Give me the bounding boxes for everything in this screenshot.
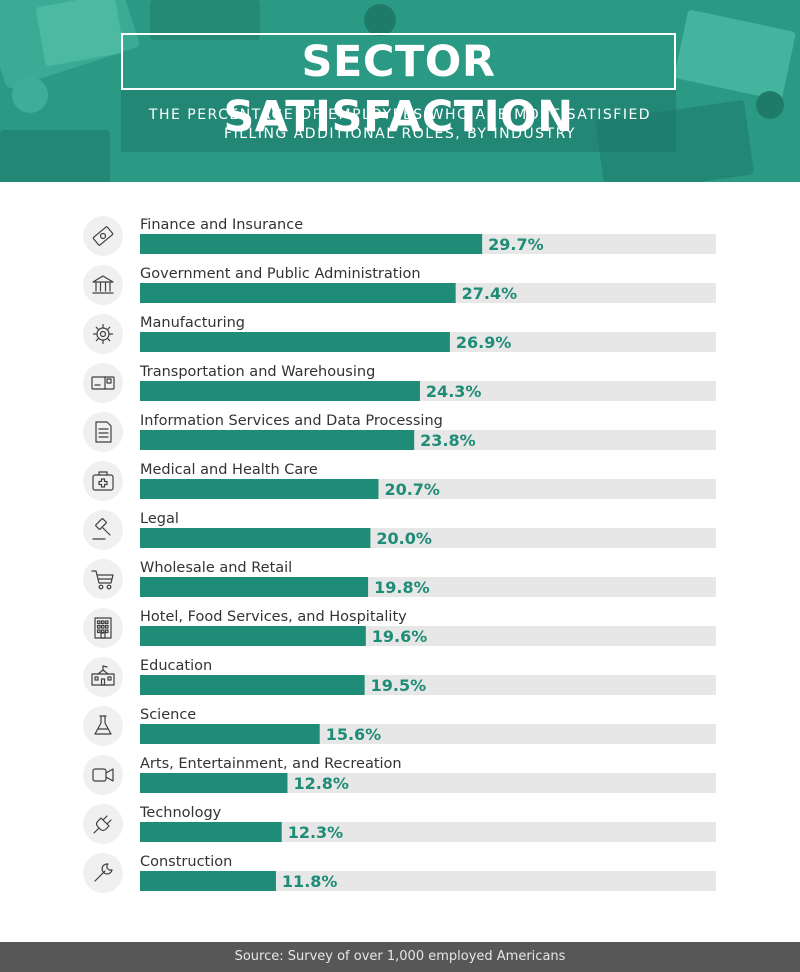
- bar-chart: Finance and Insurance 29.7% Government and…: [83, 216, 716, 893]
- bar: [140, 626, 366, 646]
- bar: [140, 675, 365, 695]
- category-label: Science: [140, 707, 196, 723]
- chart-row: Government and Public Administration 27.4…: [83, 265, 716, 305]
- gavel-icon: [83, 510, 123, 550]
- subtitle-line-2: FILLING ADDITIONAL ROLES, BY INDUSTRY: [224, 126, 576, 142]
- bar: [140, 871, 276, 891]
- chart-row: Arts, Entertainment, and Recreation 12.8%: [83, 755, 716, 795]
- flask-icon: [83, 706, 123, 746]
- category-label: Construction: [140, 854, 232, 870]
- bar: [140, 822, 282, 842]
- category-label: Government and Public Administration: [140, 266, 421, 282]
- hotel-icon: [83, 608, 123, 648]
- school-icon: [83, 657, 123, 697]
- chart-row: Education 19.5%: [83, 657, 716, 697]
- bar: [140, 430, 415, 450]
- shopping-cart-icon: [83, 559, 123, 599]
- first-aid-kit-icon: [83, 461, 123, 501]
- value-label: 15.6%: [326, 725, 382, 744]
- chart-row: Hotel, Food Services, and Hospitality 19.…: [83, 608, 716, 648]
- value-label: 23.8%: [420, 431, 476, 450]
- value-label: 27.4%: [462, 284, 518, 303]
- category-label: Hotel, Food Services, and Hospitality: [140, 609, 407, 625]
- chart-row: Legal 20.0%: [83, 510, 716, 550]
- wrench-icon: [83, 853, 123, 893]
- chart-row: Manufacturing 26.9%: [83, 314, 716, 354]
- chart-row: Wholesale and Retail 19.8%: [83, 559, 716, 599]
- subtitle-line-1: THE PERCENTAGE OF EMPLOYEES WHO ARE MOST…: [148, 107, 652, 123]
- chart-row: Transportation and Warehousing 24.3%: [83, 363, 716, 403]
- value-label: 12.3%: [288, 823, 344, 842]
- chart-row: Finance and Insurance 29.7%: [83, 216, 716, 256]
- bar: [140, 234, 483, 254]
- subtitle-band: [121, 90, 676, 152]
- category-label: Manufacturing: [140, 315, 245, 331]
- document-icon: [83, 412, 123, 452]
- page-title: SECTOR SATISFACTION: [223, 37, 574, 142]
- plug-icon: [83, 804, 123, 844]
- government-building-icon: [83, 265, 123, 305]
- chart-row: Construction 11.8%: [83, 853, 716, 893]
- chart-row: Medical and Health Care 20.7%: [83, 461, 716, 501]
- bar: [140, 479, 379, 499]
- gear-icon: [83, 314, 123, 354]
- header-banner: SECTOR SATISFACTION THE PERCENTAGE OF EM…: [0, 0, 800, 182]
- bar: [140, 577, 369, 597]
- value-label: 19.5%: [371, 676, 427, 695]
- chart-row: Science 15.6%: [83, 706, 716, 746]
- bar: [140, 332, 450, 352]
- category-label: Wholesale and Retail: [140, 560, 292, 576]
- category-label: Technology: [139, 805, 222, 821]
- delivery-truck-icon: [83, 363, 123, 403]
- bar-track: [140, 822, 716, 842]
- category-label: Finance and Insurance: [140, 217, 303, 233]
- bar-track: [140, 871, 716, 891]
- title-box: SECTOR SATISFACTION: [121, 33, 676, 142]
- category-label: Education: [140, 658, 212, 674]
- value-label: 11.8%: [282, 872, 338, 891]
- value-label: 12.8%: [293, 774, 349, 793]
- bar: [140, 724, 320, 744]
- chart-row: Information Services and Data Processing…: [83, 412, 716, 452]
- chart-row: Technology 12.3%: [83, 804, 716, 844]
- category-label: Arts, Entertainment, and Recreation: [140, 756, 402, 772]
- value-label: 20.7%: [384, 480, 440, 499]
- category-label: Medical and Health Care: [140, 462, 318, 478]
- value-label: 29.7%: [488, 235, 544, 254]
- category-label: Legal: [140, 511, 179, 527]
- value-label: 26.9%: [456, 333, 512, 352]
- value-label: 24.3%: [426, 382, 482, 401]
- source-footer: Source: Survey of over 1,000 employed Am…: [0, 942, 800, 972]
- money-icon: [83, 216, 123, 256]
- video-camera-icon: [83, 755, 123, 795]
- bar: [140, 773, 288, 793]
- category-label: Information Services and Data Processing: [140, 413, 443, 429]
- value-label: 20.0%: [376, 529, 432, 548]
- bar: [140, 283, 456, 303]
- value-label: 19.6%: [372, 627, 428, 646]
- category-label: Transportation and Warehousing: [139, 364, 375, 380]
- bar: [140, 528, 371, 548]
- bar: [140, 381, 420, 401]
- value-label: 19.8%: [374, 578, 430, 597]
